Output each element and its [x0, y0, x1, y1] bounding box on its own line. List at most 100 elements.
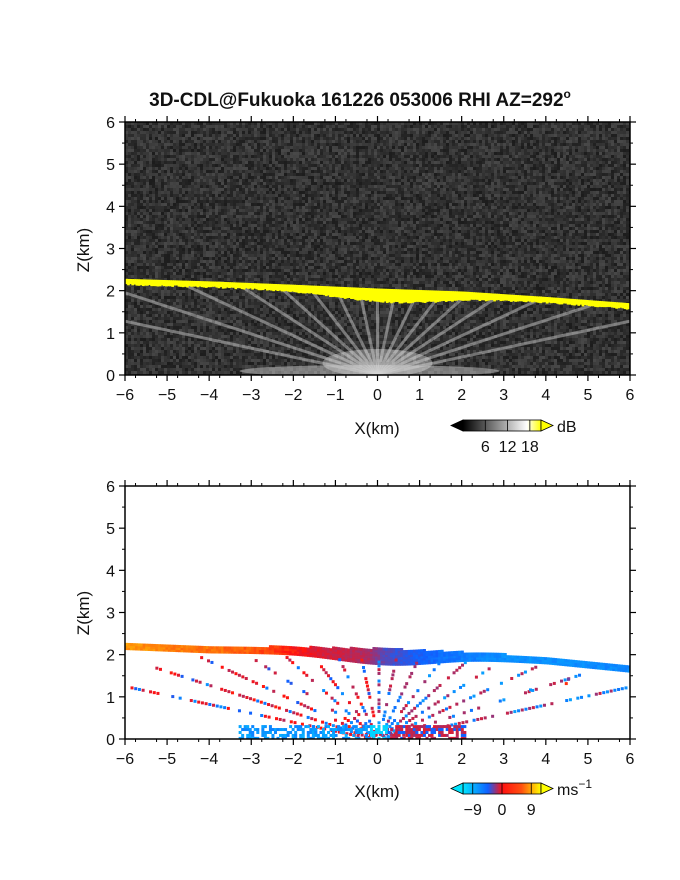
intensity-noise-cell	[131, 143, 134, 146]
intensity-noise-cell	[143, 275, 146, 278]
intensity-noise-cell	[260, 182, 263, 185]
intensity-noise-cell	[146, 245, 149, 248]
intensity-noise-cell	[263, 203, 266, 206]
intensity-noise-cell	[200, 338, 203, 341]
intensity-noise-cell	[278, 311, 281, 314]
intensity-noise-cell	[260, 152, 263, 155]
intensity-noise-cell	[179, 359, 182, 362]
intensity-noise-cell	[179, 272, 182, 275]
intensity-noise-cell	[239, 296, 242, 299]
intensity-noise-cell	[146, 215, 149, 218]
intensity-noise-cell	[272, 152, 275, 155]
intensity-noise-cell	[155, 218, 158, 221]
intensity-noise-cell	[152, 344, 155, 347]
intensity-noise-cell	[212, 356, 215, 359]
intensity-noise-cell	[140, 125, 143, 128]
intensity-noise-cell	[170, 200, 173, 203]
intensity-noise-cell	[149, 368, 152, 371]
intensity-noise-cell	[290, 263, 293, 266]
intensity-noise-cell	[188, 248, 191, 251]
intensity-noise-cell	[167, 179, 170, 182]
intensity-noise-cell	[203, 176, 206, 179]
intensity-noise-cell	[176, 365, 179, 368]
intensity-noise-cell	[251, 143, 254, 146]
intensity-noise-cell	[194, 344, 197, 347]
intensity-noise-cell	[251, 200, 254, 203]
intensity-noise-cell	[134, 134, 137, 137]
intensity-noise-cell	[296, 188, 299, 191]
intensity-noise-cell	[296, 155, 299, 158]
intensity-noise-cell	[194, 200, 197, 203]
intensity-noise-cell	[131, 167, 134, 170]
intensity-noise-cell	[203, 122, 206, 125]
intensity-noise-cell	[179, 368, 182, 371]
intensity-noise-cell	[206, 218, 209, 221]
intensity-noise-cell	[281, 248, 284, 251]
intensity-noise-cell	[161, 155, 164, 158]
intensity-noise-cell	[182, 200, 185, 203]
intensity-noise-cell	[248, 203, 251, 206]
intensity-noise-cell	[272, 323, 275, 326]
intensity-noise-cell	[263, 278, 266, 281]
intensity-noise-cell	[191, 140, 194, 143]
intensity-noise-cell	[290, 224, 293, 227]
intensity-noise-cell	[203, 134, 206, 137]
intensity-noise-cell	[299, 218, 302, 221]
intensity-noise-cell	[194, 323, 197, 326]
intensity-noise-cell	[257, 290, 260, 293]
intensity-noise-cell	[203, 215, 206, 218]
intensity-noise-cell	[140, 245, 143, 248]
intensity-noise-cell	[269, 167, 272, 170]
intensity-noise-cell	[194, 164, 197, 167]
intensity-noise-cell	[167, 155, 170, 158]
intensity-noise-cell	[161, 182, 164, 185]
intensity-noise-cell	[266, 158, 269, 161]
intensity-noise-cell	[200, 125, 203, 128]
intensity-noise-cell	[128, 188, 131, 191]
intensity-noise-cell	[242, 131, 245, 134]
intensity-noise-cell	[179, 296, 182, 299]
intensity-noise-cell	[164, 209, 167, 212]
intensity-noise-cell	[197, 266, 200, 269]
intensity-noise-cell	[224, 335, 227, 338]
intensity-noise-cell	[185, 341, 188, 344]
intensity-noise-cell	[281, 335, 284, 338]
intensity-noise-cell	[131, 218, 134, 221]
intensity-noise-cell	[281, 278, 284, 281]
intensity-noise-cell	[146, 146, 149, 149]
intensity-noise-cell	[149, 218, 152, 221]
intensity-noise-cell	[182, 137, 185, 140]
intensity-noise-cell	[182, 347, 185, 350]
intensity-noise-cell	[206, 146, 209, 149]
intensity-noise-cell	[149, 290, 152, 293]
intensity-noise-cell	[269, 317, 272, 320]
intensity-noise-cell	[233, 194, 236, 197]
intensity-noise-cell	[260, 248, 263, 251]
intensity-noise-cell	[125, 155, 128, 158]
intensity-noise-cell	[263, 260, 266, 263]
intensity-noise-cell	[251, 326, 254, 329]
intensity-noise-cell	[173, 182, 176, 185]
intensity-noise-cell	[242, 140, 245, 143]
intensity-noise-cell	[131, 335, 134, 338]
intensity-noise-cell	[260, 236, 263, 239]
intensity-noise-cell	[134, 362, 137, 365]
intensity-noise-cell	[203, 194, 206, 197]
intensity-noise-cell	[260, 233, 263, 236]
intensity-noise-cell	[245, 308, 248, 311]
intensity-noise-cell	[278, 179, 281, 182]
intensity-noise-cell	[191, 332, 194, 335]
intensity-noise-cell	[236, 287, 239, 290]
intensity-noise-cell	[206, 236, 209, 239]
intensity-noise-cell	[179, 350, 182, 353]
intensity-noise-cell	[278, 221, 281, 224]
intensity-noise-cell	[128, 335, 131, 338]
intensity-noise-cell	[281, 353, 284, 356]
intensity-noise-cell	[221, 344, 224, 347]
intensity-noise-cell	[188, 176, 191, 179]
intensity-noise-cell	[242, 191, 245, 194]
intensity-noise-cell	[281, 272, 284, 275]
intensity-noise-cell	[236, 338, 239, 341]
intensity-noise-cell	[134, 230, 137, 233]
intensity-noise-cell	[200, 356, 203, 359]
